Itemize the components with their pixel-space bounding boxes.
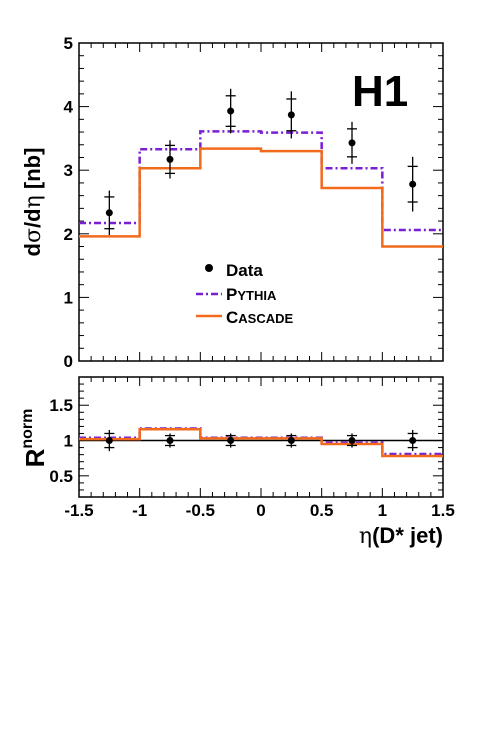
ratio-data-point [104, 429, 115, 452]
ratio-data-points [104, 429, 418, 452]
main-cascade-histogram [79, 147, 443, 248]
main-pythia-histogram [79, 130, 443, 232]
main-y-tick-label: 5 [64, 34, 73, 53]
main-data-point [286, 91, 297, 139]
main-y-tick-label: 0 [64, 352, 73, 371]
main-data-point [104, 190, 115, 236]
main-data-point [165, 140, 175, 179]
x-tick-label: 1.5 [431, 501, 455, 520]
ratio-data-point [347, 433, 357, 448]
x-tick-label: -1 [132, 501, 147, 520]
main-y-tick-label: 4 [64, 98, 74, 117]
main-data-point [225, 88, 236, 134]
main-data-point [347, 121, 357, 164]
main-data-point [407, 156, 418, 212]
ratio-y-tick-label: 1 [64, 432, 73, 451]
h1-logo: H1 [352, 67, 408, 116]
ratio-series [79, 427, 443, 458]
main-ticks: 0 1 2 3 4 5 [64, 34, 444, 371]
ratio-ticks: 0.5 1 1.5 -1.5 -1 -0.5 0 0.5 1 1.5 [49, 376, 455, 520]
ratio-y-tick-label: 1.5 [49, 396, 73, 415]
ratio-cascade-histogram [79, 427, 443, 458]
x-tick-label: 0 [256, 501, 265, 520]
legend-cascade-label: CASCADE [226, 308, 294, 327]
ratio-y-tick-label: 0.5 [49, 467, 73, 486]
ratio-data-point [165, 433, 175, 448]
legend-pythia-label: PYTHIA [226, 285, 277, 304]
legend-data-marker [205, 264, 213, 272]
main-y-tick-label: 2 [64, 225, 73, 244]
x-tick-label: -1.5 [64, 501, 93, 520]
legend-data-label: Data [226, 261, 263, 280]
x-tick-label: 0.5 [310, 501, 334, 520]
main-data-points [104, 88, 418, 236]
x-tick-label: -0.5 [186, 501, 215, 520]
ratio-y-axis-title: Rnorm [19, 409, 50, 468]
main-y-tick-label: 1 [64, 288, 73, 307]
x-axis-title: η(D* jet) [359, 523, 443, 549]
ratio-data-point [286, 433, 297, 448]
x-tick-label: 1 [378, 501, 387, 520]
main-y-axis-title: dσ/dη [nb] [20, 148, 46, 257]
ratio-data-point [407, 429, 418, 452]
ratio-data-point [225, 433, 236, 448]
main-series [79, 130, 443, 248]
legend: Data PYTHIA CASCADE [196, 261, 294, 327]
main-y-tick-label: 3 [64, 161, 73, 180]
